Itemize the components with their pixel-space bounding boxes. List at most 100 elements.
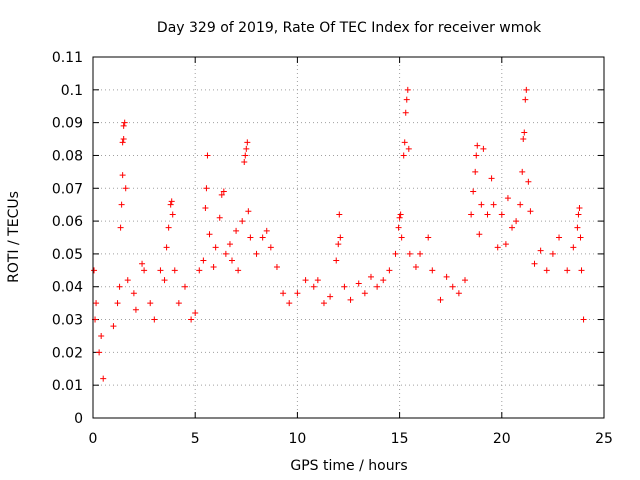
data-point xyxy=(196,267,203,274)
y-tick-label: 0.11 xyxy=(52,50,83,66)
data-point xyxy=(171,267,178,274)
data-point xyxy=(437,296,444,303)
y-axis-label: ROTI / TECUs xyxy=(6,191,22,283)
data-point xyxy=(165,224,172,231)
y-tick-label: 0.04 xyxy=(52,280,83,296)
data-point xyxy=(443,273,450,280)
data-point xyxy=(523,86,530,93)
data-point xyxy=(212,244,219,251)
data-point xyxy=(147,300,154,307)
data-point xyxy=(243,145,250,152)
data-point xyxy=(429,267,436,274)
data-point xyxy=(517,201,524,208)
data-point xyxy=(425,234,432,241)
data-point xyxy=(310,283,317,290)
data-point xyxy=(449,283,456,290)
y-tick-label: 0.09 xyxy=(52,116,83,132)
data-point xyxy=(91,267,98,274)
data-point xyxy=(400,152,407,159)
data-point xyxy=(117,224,124,231)
data-point xyxy=(386,267,393,274)
x-tick-label: 5 xyxy=(191,431,200,447)
data-point xyxy=(473,152,480,159)
data-point xyxy=(367,273,374,280)
y-tick-label: 0.07 xyxy=(52,181,83,197)
data-point xyxy=(286,300,293,307)
data-point xyxy=(167,201,174,208)
data-point xyxy=(114,300,121,307)
data-point xyxy=(403,96,410,103)
y-tick-label: 0 xyxy=(74,411,83,427)
data-point xyxy=(577,234,584,241)
data-point xyxy=(226,241,233,248)
data-point xyxy=(320,300,327,307)
data-point xyxy=(200,257,207,264)
data-point xyxy=(122,185,129,192)
data-point xyxy=(228,257,235,264)
data-point xyxy=(168,198,175,205)
data-point xyxy=(576,204,583,211)
data-point xyxy=(417,250,424,257)
y-tick-label: 0.03 xyxy=(52,313,83,329)
data-point xyxy=(519,168,526,175)
data-point xyxy=(202,204,209,211)
data-point xyxy=(100,375,107,382)
x-tick-label: 10 xyxy=(288,431,306,447)
y-tick-label: 0.02 xyxy=(52,345,83,361)
data-point xyxy=(480,145,487,152)
grid-layer xyxy=(93,57,604,418)
data-point xyxy=(476,231,483,238)
data-point xyxy=(401,139,408,146)
data-point xyxy=(404,86,411,93)
data-point xyxy=(470,188,477,195)
data-point xyxy=(132,306,139,313)
data-point xyxy=(241,159,248,166)
data-point xyxy=(402,109,409,116)
data-point xyxy=(120,122,127,129)
data-point xyxy=(239,218,246,225)
data-point xyxy=(484,211,491,218)
data-point xyxy=(488,175,495,182)
data-point xyxy=(124,277,131,284)
data-point xyxy=(520,136,527,143)
data-point xyxy=(574,224,581,231)
data-point xyxy=(181,283,188,290)
data-point xyxy=(302,277,309,284)
data-point xyxy=(398,234,405,241)
data-point xyxy=(203,185,210,192)
data-point xyxy=(525,178,532,185)
y-tick-label: 0.06 xyxy=(52,214,83,230)
data-point xyxy=(206,231,213,238)
x-tick-label: 0 xyxy=(89,431,98,447)
data-point xyxy=(327,293,334,300)
data-point xyxy=(216,214,223,221)
y-axis-ticks: 0 0.01 0.02 0.03 0.04 0.05 0.06 0.07 0.08 0.09 0.1… xyxy=(52,50,604,427)
data-point xyxy=(169,211,176,218)
data-point xyxy=(235,267,242,274)
x-tick-label: 20 xyxy=(493,431,511,447)
y-tick-label: 0.1 xyxy=(61,83,83,99)
data-point xyxy=(549,250,556,257)
data-point xyxy=(163,244,170,251)
data-point xyxy=(336,211,343,218)
data-point xyxy=(564,267,571,274)
data-point xyxy=(175,300,182,307)
data-point xyxy=(130,290,137,297)
data-point xyxy=(337,234,344,241)
data-point xyxy=(521,129,528,136)
x-tick-label: 25 xyxy=(595,431,613,447)
data-point xyxy=(93,300,100,307)
data-point xyxy=(280,290,287,297)
data-point xyxy=(273,264,280,271)
data-point xyxy=(333,257,340,264)
data-point xyxy=(392,250,399,257)
data-point xyxy=(119,172,126,179)
data-point xyxy=(96,349,103,356)
data-point xyxy=(472,168,479,175)
data-point xyxy=(220,188,227,195)
data-point xyxy=(498,211,505,218)
data-point xyxy=(531,260,538,267)
data-point xyxy=(537,247,544,254)
data-point xyxy=(222,250,229,257)
data-point xyxy=(361,290,368,297)
